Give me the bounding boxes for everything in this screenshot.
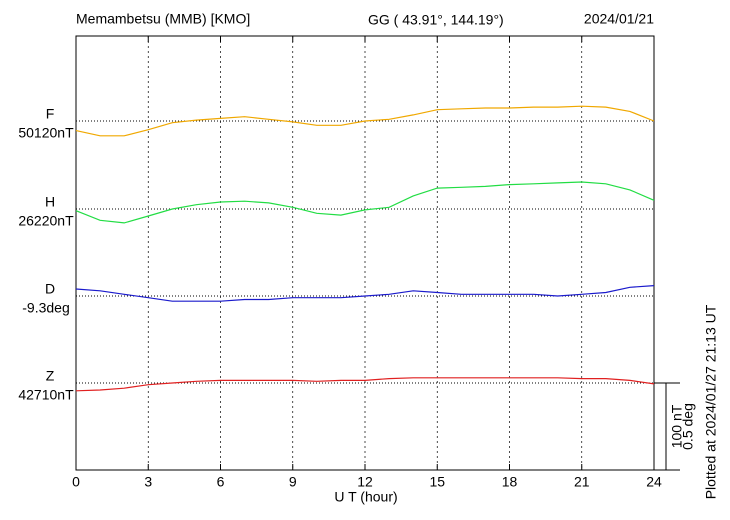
series-name: Z <box>46 368 55 384</box>
series-name: D <box>45 281 55 297</box>
x-tick-label: 0 <box>72 474 80 490</box>
baseline-label: 50120nT <box>18 125 74 141</box>
x-tick-label: 12 <box>357 474 373 490</box>
x-tick-label: 18 <box>502 474 518 490</box>
baseline-label: 42710nT <box>18 387 74 403</box>
x-tick-label: 3 <box>144 474 152 490</box>
series-line <box>75 105 655 137</box>
series-line <box>75 181 655 224</box>
x-axis-label: U T (hour) <box>334 489 397 505</box>
x-tick-label: 24 <box>646 474 662 490</box>
series-line <box>75 285 655 302</box>
plot-note: Plotted at 2024/01/27 21:13 UT <box>703 304 719 499</box>
series-name: H <box>45 194 55 210</box>
baseline-label: -9.3deg <box>22 300 69 316</box>
x-tick-label: 15 <box>429 474 445 490</box>
x-tick-label: 9 <box>289 474 297 490</box>
x-tick-label: 6 <box>217 474 225 490</box>
baseline-label: 26220nT <box>18 213 74 229</box>
x-tick-label: 21 <box>574 474 590 490</box>
coordinates: GG ( 43.91°, 144.19°) <box>368 12 504 28</box>
chart-title: Memambetsu (MMB) [KMO] <box>76 11 250 27</box>
series-line <box>75 377 655 392</box>
scale-label: 0.5 deg <box>680 403 696 450</box>
series-name: F <box>46 106 55 122</box>
scale-label: 100 nT <box>669 404 685 448</box>
date: 2024/01/21 <box>584 11 654 27</box>
